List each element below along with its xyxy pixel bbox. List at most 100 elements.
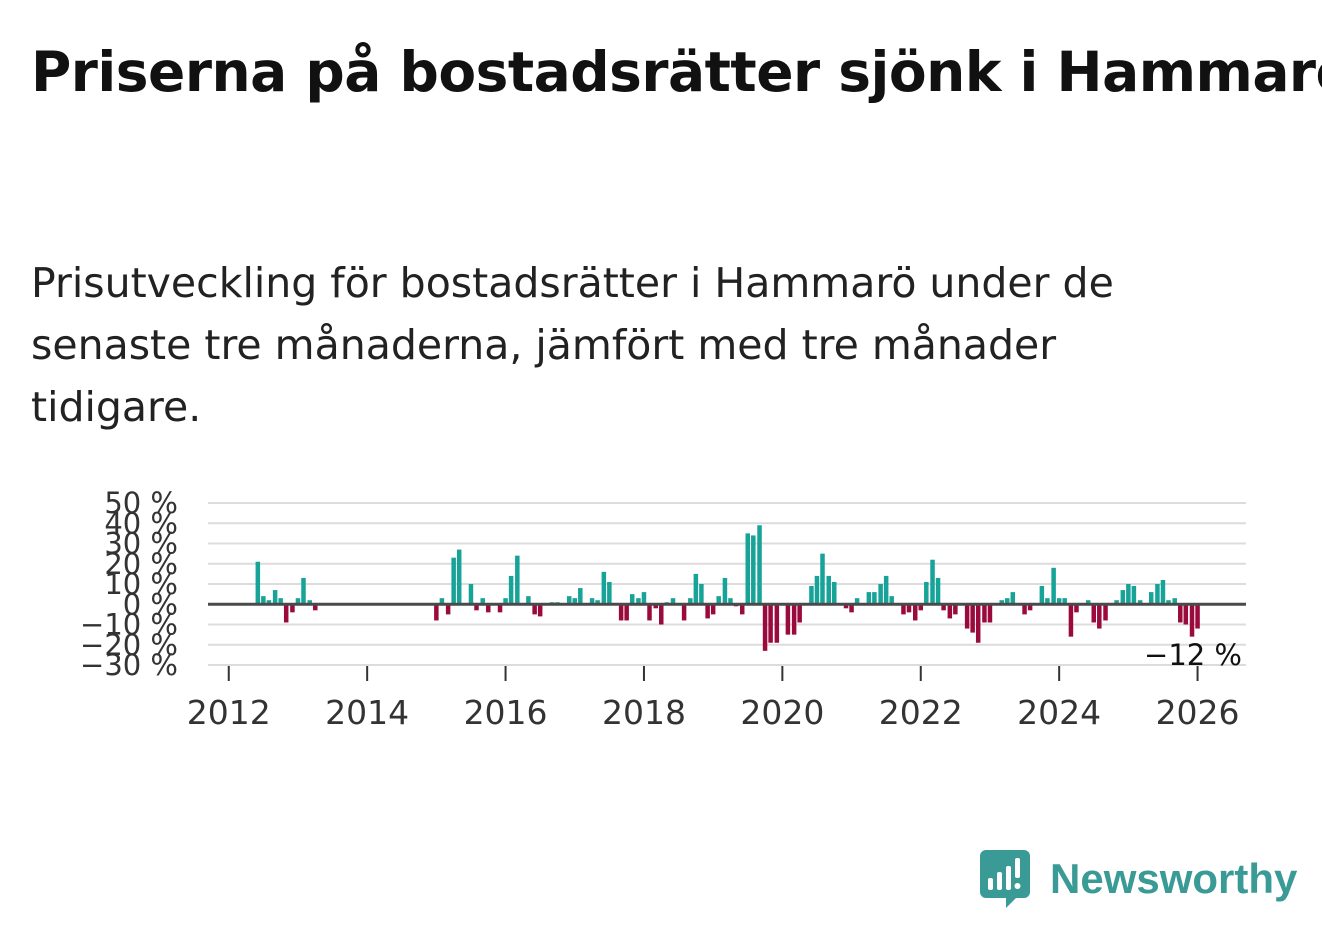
- bar: [653, 604, 658, 609]
- bar: [290, 604, 295, 613]
- bar: [1120, 590, 1126, 605]
- bar: [762, 604, 768, 651]
- x-tick-label: 2022: [879, 693, 963, 732]
- bar: [532, 604, 537, 615]
- bar: [1166, 600, 1171, 605]
- bar: [1056, 598, 1062, 605]
- bar: [814, 575, 820, 605]
- bar: [982, 604, 987, 623]
- bar: [434, 604, 439, 621]
- bar: [912, 604, 918, 621]
- bars: [255, 525, 1200, 651]
- bar: [681, 604, 687, 621]
- brand-name: Newsworthy: [1050, 855, 1298, 902]
- bar: [883, 575, 889, 605]
- x-tick-label: 2014: [325, 693, 409, 732]
- bar: [832, 581, 837, 605]
- bar: [445, 604, 451, 615]
- bar: [1097, 604, 1102, 629]
- bar: [1039, 586, 1045, 605]
- end-value-label: −12 %: [1144, 638, 1242, 672]
- bar: [629, 594, 635, 605]
- bar: [854, 598, 860, 605]
- bar: [1155, 584, 1160, 605]
- y-tick-label: 0 %: [123, 587, 178, 621]
- x-axis-labels: 2012 2014 2016 2018 2020 2022 2024 2026: [187, 693, 1240, 732]
- bar-chart: 50 %40 %30 %20 %10 %0 %−10 %−20 %−30 % 2…: [80, 486, 1246, 732]
- bar: [456, 549, 462, 605]
- bar: [688, 598, 693, 605]
- bar: [1178, 604, 1183, 623]
- bar: [745, 533, 751, 605]
- bar: [566, 596, 572, 605]
- y-tick-label: 30 %: [104, 527, 178, 561]
- bar: [722, 577, 728, 605]
- bar: [918, 604, 924, 611]
- bar: [866, 592, 872, 605]
- bar: [1189, 604, 1195, 637]
- bar: [809, 586, 814, 605]
- bar: [283, 604, 289, 623]
- x-tick-label: 2012: [187, 693, 271, 732]
- bar: [757, 525, 762, 605]
- bar: [999, 600, 1004, 605]
- bar: [451, 557, 456, 605]
- bar: [975, 604, 981, 643]
- bar: [785, 604, 791, 635]
- y-tick-label: −30 %: [80, 648, 178, 682]
- bar: [261, 596, 266, 605]
- bar: [307, 600, 312, 605]
- bar: [589, 598, 595, 605]
- bar: [278, 598, 283, 605]
- bar: [515, 555, 520, 605]
- bar: [791, 604, 797, 635]
- bar: [739, 604, 745, 615]
- bar: [266, 600, 272, 605]
- bar: [716, 596, 721, 605]
- x-axis-ticks: [227, 666, 1199, 681]
- bar: [480, 598, 485, 605]
- bar: [826, 575, 831, 605]
- bar: [693, 573, 699, 605]
- bar: [1114, 600, 1119, 605]
- y-tick-label: 10 %: [104, 567, 178, 601]
- bar: [751, 535, 756, 605]
- bar: [1085, 600, 1091, 605]
- bar: [497, 604, 503, 613]
- x-tick-label: 2024: [1017, 693, 1101, 732]
- bar: [1045, 598, 1050, 605]
- bar: [889, 596, 894, 605]
- bar: [526, 596, 531, 605]
- bar: [941, 604, 946, 611]
- bar: [578, 588, 583, 605]
- bar: [503, 598, 508, 605]
- y-tick-label: 50 %: [104, 486, 178, 520]
- bar: [924, 581, 929, 605]
- bar: [901, 604, 906, 615]
- x-tick-label: 2018: [602, 693, 686, 732]
- bar: [1074, 604, 1079, 613]
- bar: [699, 584, 704, 605]
- bar: [964, 604, 970, 629]
- bar: [1027, 604, 1033, 611]
- bar: [820, 553, 825, 605]
- bar: [953, 604, 958, 615]
- bar: [987, 604, 993, 623]
- bar: [930, 559, 935, 605]
- bar: [272, 590, 278, 605]
- bar: [1103, 604, 1108, 621]
- bar: [728, 598, 733, 605]
- bar: [935, 577, 941, 605]
- bar: [508, 575, 514, 605]
- bar: [1005, 598, 1010, 605]
- bar: [659, 604, 664, 625]
- bar: [295, 598, 301, 605]
- bar: [705, 604, 710, 619]
- bar: [474, 604, 479, 611]
- bar: [618, 604, 624, 621]
- bar: [1091, 604, 1097, 623]
- bar: [1068, 604, 1074, 637]
- bar: [1062, 598, 1067, 605]
- bar: [1160, 579, 1166, 605]
- bar: [647, 604, 652, 621]
